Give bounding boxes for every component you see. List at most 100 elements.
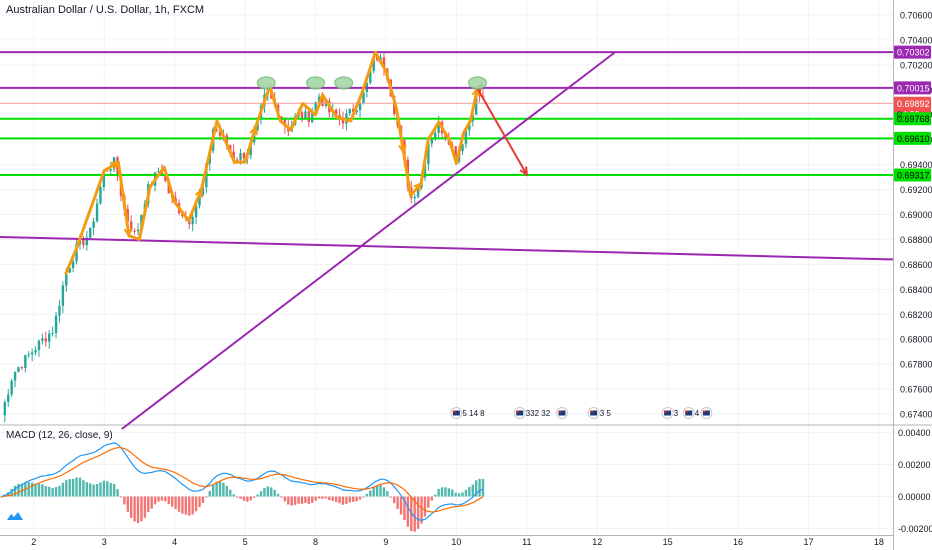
candle: [109, 169, 112, 171]
histogram-bar: [386, 491, 389, 497]
candle: [95, 203, 99, 222]
histogram-bar: [181, 496, 184, 514]
histogram-bar: [51, 488, 54, 497]
candle: [235, 159, 239, 161]
histogram-bar: [263, 487, 266, 497]
histogram-bar: [358, 496, 362, 500]
candle: [304, 111, 307, 119]
histogram-bar: [403, 496, 406, 521]
candle: [474, 94, 478, 115]
histogram-bar: [249, 496, 252, 501]
event-icon: 4: [682, 407, 700, 419]
event-label: 4: [695, 409, 700, 418]
price-badge: [894, 45, 931, 59]
forecast-arrowhead: [519, 166, 528, 177]
histogram-bar: [239, 496, 242, 499]
candle: [218, 131, 222, 136]
flag-icon: [452, 410, 456, 413]
histogram-bar: [252, 496, 256, 498]
histogram-bar: [290, 496, 293, 506]
histogram-bar: [341, 496, 345, 505]
histogram-bar: [37, 483, 41, 497]
candle: [239, 152, 242, 161]
flag-icon: [685, 410, 689, 413]
histogram-bar: [41, 484, 44, 497]
histogram-bar: [106, 481, 109, 497]
candle: [434, 132, 437, 140]
time-tick-label: 4: [172, 537, 177, 547]
histogram-bar: [437, 488, 440, 497]
histogram-bar: [30, 482, 34, 497]
candle: [242, 152, 246, 159]
candle: [191, 217, 194, 225]
candle: [37, 340, 41, 351]
candle: [126, 209, 129, 222]
candle: [423, 164, 427, 178]
time-tick-label: 5: [243, 537, 248, 547]
candle: [164, 174, 167, 181]
price-badge-label: 0.69317: [897, 170, 930, 180]
histogram-bar: [307, 496, 311, 504]
candle: [133, 230, 136, 232]
flag-icon: [702, 410, 710, 416]
price-badge-label: 0.70015: [897, 83, 930, 93]
candle: [334, 109, 338, 115]
histogram-bar: [365, 493, 369, 497]
histogram-bar: [338, 496, 341, 504]
candle: [427, 143, 430, 165]
histogram-bar: [109, 483, 112, 497]
time-tick-label: 17: [803, 537, 813, 547]
forecast-arrow: [476, 88, 528, 176]
candle: [454, 146, 457, 162]
candle: [232, 151, 235, 160]
price-tick-label: 0.70400: [900, 35, 932, 45]
candle: [194, 205, 198, 218]
candle: [99, 186, 102, 204]
histogram-bar: [160, 496, 164, 501]
candle: [7, 394, 10, 403]
histogram-bar: [153, 496, 157, 505]
price-badge-label: 0.69610: [897, 134, 930, 144]
histogram-bar: [416, 496, 420, 529]
histogram-bar: [208, 490, 211, 497]
candle: [249, 142, 252, 156]
histogram-bar: [123, 496, 126, 505]
histogram-bar: [304, 496, 307, 503]
flag-icon: [516, 410, 524, 416]
event-icon: 5 14 8: [450, 407, 485, 419]
candle: [355, 110, 358, 113]
candle: [215, 129, 218, 132]
histogram-bar: [280, 496, 283, 498]
price-tick-label: 0.70200: [900, 60, 932, 70]
histogram-bar: [276, 493, 280, 497]
candle: [3, 402, 7, 416]
histogram-bar: [420, 496, 423, 524]
histogram-bar: [133, 496, 136, 522]
wave-arrowhead: [194, 187, 203, 198]
histogram-bar: [232, 494, 235, 497]
candle: [464, 130, 468, 145]
histogram-bar: [130, 496, 133, 518]
candle: [68, 268, 71, 273]
price-badge: [894, 131, 931, 145]
candle: [130, 221, 133, 231]
histogram-bar: [352, 496, 355, 503]
histogram-bar: [406, 496, 410, 527]
candle: [136, 229, 140, 232]
time-tick-label: 2: [31, 537, 36, 547]
top-marker: [467, 76, 487, 90]
price-badge-label: 0.69892: [897, 99, 930, 109]
histogram-bar: [0, 496, 3, 498]
histogram-bar: [225, 485, 229, 497]
histogram-bar: [389, 496, 392, 498]
candle: [369, 71, 372, 83]
time-tick-label: 15: [663, 537, 673, 547]
histogram-bar: [287, 496, 290, 505]
flag-icon: [664, 410, 668, 413]
histogram-bar: [191, 496, 194, 515]
histogram-bar: [471, 484, 474, 497]
price-tick-label: 0.70600: [900, 10, 932, 20]
flag-icon: [452, 410, 460, 416]
